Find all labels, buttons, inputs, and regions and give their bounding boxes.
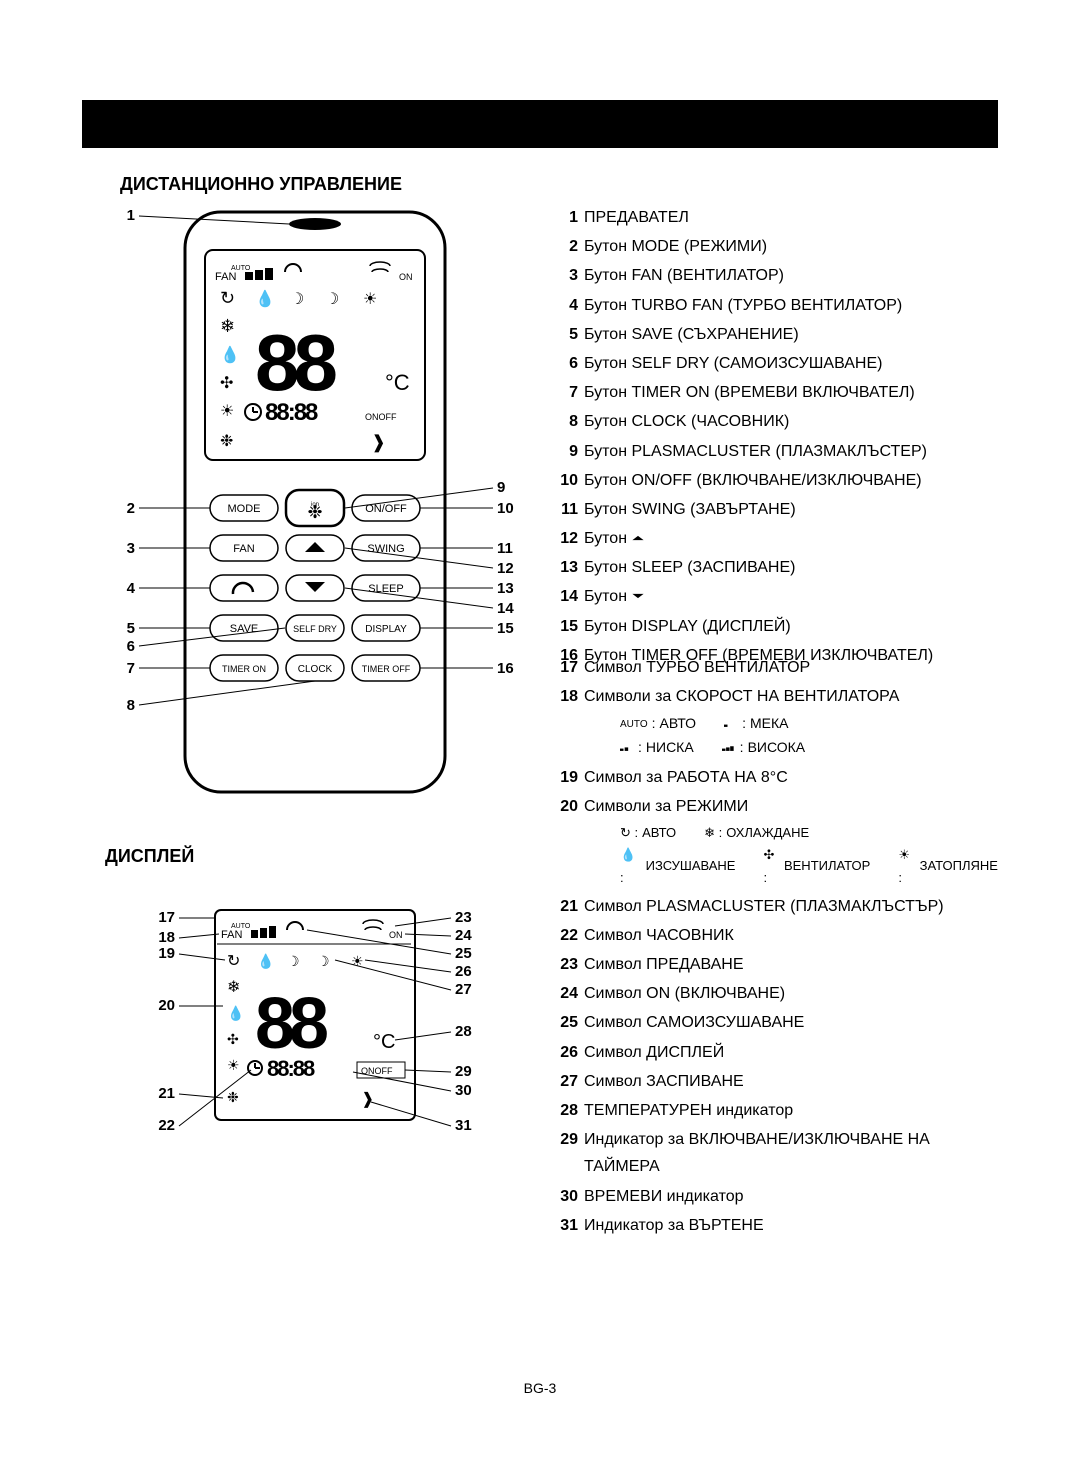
svg-text:❱: ❱ (361, 1091, 374, 1108)
svg-text:☽: ☽ (287, 953, 300, 969)
display-section-title: ДИСПЛЕЙ (105, 846, 194, 867)
svg-text:22: 22 (158, 1117, 175, 1134)
svg-text:☀: ☀ (227, 1057, 240, 1073)
svg-text:TIMER OFF: TIMER OFF (362, 664, 411, 674)
svg-text:31: 31 (455, 1117, 472, 1134)
svg-text:°C: °C (385, 370, 410, 395)
header-bar (82, 100, 998, 148)
svg-text:14: 14 (497, 600, 514, 617)
svg-text:15: 15 (497, 620, 514, 637)
auto-mode-icon: ↻ : АВТО (620, 822, 676, 844)
svg-text:°C: °C (373, 1031, 395, 1053)
svg-text:☽: ☽ (317, 953, 330, 969)
heat-mode-icon: ☀ : ЗАТОПЛЯНЕ (898, 844, 998, 888)
svg-text:2: 2 (127, 500, 135, 517)
svg-text:3: 3 (127, 540, 135, 557)
svg-text:❱: ❱ (371, 432, 386, 453)
svg-text:88:88: 88:88 (265, 399, 318, 426)
svg-text:✣: ✣ (227, 1031, 239, 1047)
svg-text:16: 16 (497, 660, 514, 677)
remote-diagram: AUTO FAN ON ↻ 💧 ☽ ☽ ☀ ❄ 💧 ✣ ☀ 88 °C 88:8… (105, 200, 525, 820)
svg-text:30: 30 (455, 1082, 472, 1099)
svg-text:11: 11 (497, 540, 513, 557)
svg-text:18: 18 (158, 929, 175, 946)
svg-text:❄: ❄ (220, 316, 235, 336)
svg-text:27: 27 (455, 981, 472, 998)
svg-text:☀: ☀ (220, 403, 234, 420)
svg-text:88: 88 (255, 318, 336, 407)
svg-text:20: 20 (158, 997, 175, 1014)
dry-mode-icon: 💧 : ИЗСУШАВАНЕ (620, 844, 735, 888)
svg-text:☀: ☀ (363, 291, 377, 308)
svg-text:SELF DRY: SELF DRY (293, 624, 337, 634)
svg-text:12: 12 (497, 560, 514, 577)
svg-text:☽: ☽ (325, 291, 339, 308)
svg-text:4: 4 (127, 580, 136, 597)
svg-text:17: 17 (158, 909, 175, 926)
svg-text:CLOCK: CLOCK (298, 664, 333, 675)
svg-text:28: 28 (455, 1023, 472, 1040)
svg-text:5: 5 (127, 620, 135, 637)
svg-text:↻: ↻ (227, 953, 240, 970)
svg-text:FAN: FAN (233, 543, 254, 555)
svg-text:TIMER ON: TIMER ON (222, 664, 266, 674)
svg-text:❄: ❄ (227, 979, 240, 996)
svg-text:ON: ON (389, 930, 403, 940)
svg-text:DISPLAY: DISPLAY (365, 624, 407, 635)
svg-text:💧: 💧 (255, 289, 275, 308)
svg-text:8: 8 (127, 697, 135, 714)
svg-text:25: 25 (455, 945, 472, 962)
svg-text:24: 24 (455, 927, 472, 944)
svg-text:MODE: MODE (228, 503, 261, 515)
display-diagram: AUTO FAN ON ↻ 💧 ☽ ☽ ☀ ❄ 💧 ✣ ☀ 88 °C 88:8… (105, 880, 525, 1180)
svg-text:☽: ☽ (290, 291, 304, 308)
cool-mode-icon: ❄ : ОХЛАЖДАНЕ (704, 822, 809, 844)
remote-section-title: ДИСТАНЦИОННО УПРАВЛЕНИЕ (120, 174, 402, 195)
fan-mode-icon: ✣ : ВЕНТИЛАТОР (763, 844, 870, 888)
svg-text:💧: 💧 (220, 345, 240, 364)
svg-text:88:88: 88:88 (267, 1056, 315, 1081)
svg-text:ON: ON (399, 272, 413, 282)
svg-text:❉: ❉ (227, 1089, 239, 1105)
svg-text:9: 9 (497, 479, 505, 496)
svg-text:FAN: FAN (215, 271, 236, 283)
svg-text:↻: ↻ (220, 288, 235, 308)
svg-text:💧: 💧 (257, 953, 274, 970)
svg-text:88: 88 (255, 984, 327, 1064)
svg-text:13: 13 (497, 580, 514, 597)
svg-text:29: 29 (455, 1063, 472, 1080)
svg-text:1: 1 (127, 207, 135, 224)
svg-text:10: 10 (497, 500, 514, 517)
legend-mid: 17Символ ТУРБО ВЕНТИЛАТОР 18Символи за С… (550, 654, 998, 1241)
svg-text:26: 26 (455, 963, 472, 980)
svg-text:23: 23 (455, 909, 472, 926)
svg-text:7: 7 (127, 660, 135, 677)
legend-top: 1ПРЕДАВАТЕЛ 2Бутон MODE (РЕЖИМИ) 3Бутон … (550, 204, 998, 671)
svg-text:ONOFF: ONOFF (365, 412, 397, 422)
svg-text:FAN: FAN (221, 929, 242, 941)
svg-text:❉: ❉ (307, 502, 322, 522)
page-number: BG-3 (0, 1380, 1080, 1396)
svg-text:❉: ❉ (220, 433, 233, 450)
svg-text:6: 6 (127, 638, 135, 655)
svg-text:✣: ✣ (220, 375, 233, 392)
svg-text:21: 21 (158, 1085, 175, 1102)
svg-text:19: 19 (158, 945, 175, 962)
svg-text:💧: 💧 (227, 1005, 244, 1022)
